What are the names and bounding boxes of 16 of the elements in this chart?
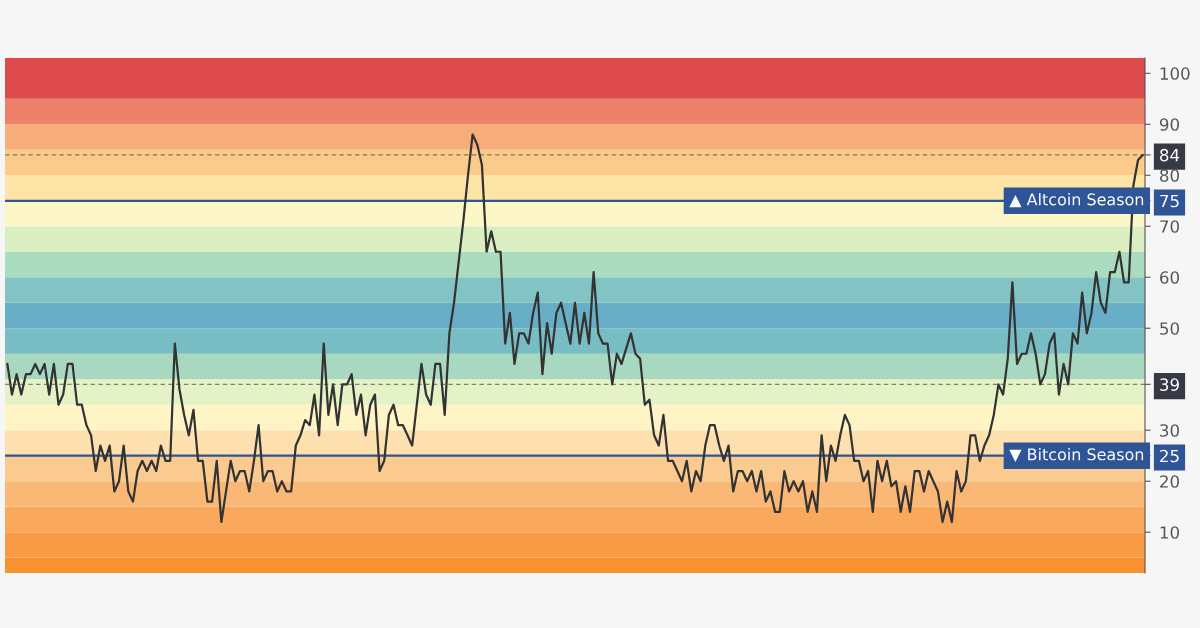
ref-line-label: ▲ Altcoin Season <box>1009 193 1144 208</box>
y-tick-label: 25 <box>1160 449 1179 463</box>
y-tick-label: 50 <box>1160 322 1179 335</box>
y-tick-label: 84 <box>1160 148 1180 162</box>
y-tick-label: 75 <box>1160 194 1179 208</box>
y-tick-label: 30 <box>1160 424 1179 437</box>
y-tick-label: 60 <box>1160 271 1179 284</box>
y-tick-label: 70 <box>1160 220 1179 233</box>
y-tick-label: 10 <box>1160 526 1179 539</box>
y-tick-label: 39 <box>1160 378 1179 391</box>
y-tick-label: 90 <box>1159 118 1179 131</box>
y-tick-label: 100 <box>1160 67 1190 80</box>
ref-line-label: ▼ Bitcoin Season <box>1009 447 1144 463</box>
line-series <box>6 133 1144 524</box>
y-tick-label: 20 <box>1160 475 1179 488</box>
y-tick-label: 80 <box>1160 169 1179 182</box>
